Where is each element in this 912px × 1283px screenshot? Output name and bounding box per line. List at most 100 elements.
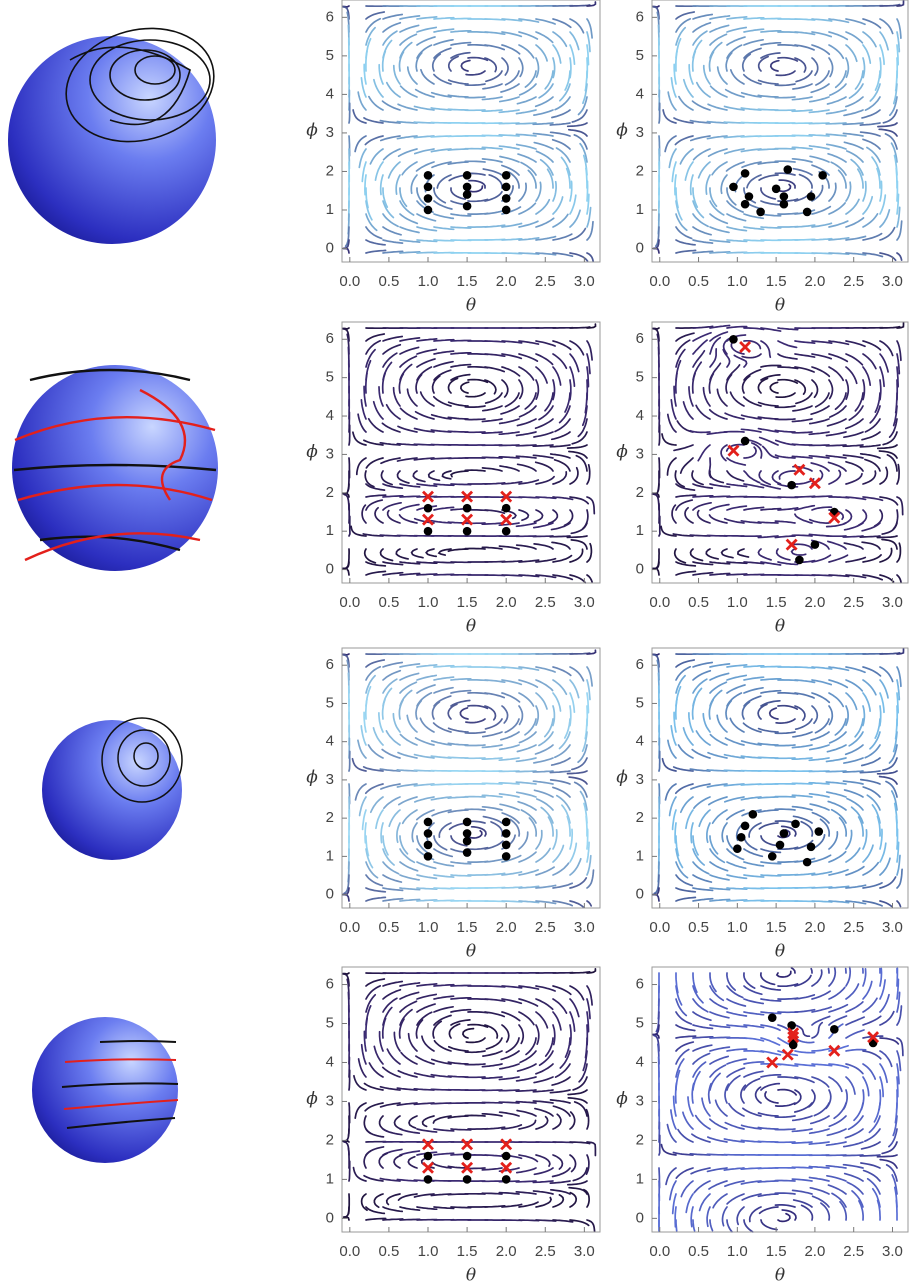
y-tick-label: 1 — [326, 201, 334, 218]
page: 0.0 0.5 1.0 1.5 2.0 2.5 3.0 0 1 2 3 4 5 6 θ ϕ 0.0 0.5 1.0 1… — [0, 0, 912, 1283]
x-tick-label: 2.5 — [843, 594, 864, 611]
point — [729, 335, 738, 344]
y-axis-label: ϕ — [306, 768, 318, 788]
chart: 0.00.51.01.52.02.53.00123456θϕ — [616, 648, 908, 962]
y-axis-label: ϕ — [306, 442, 318, 462]
figure: 0.0 0.5 1.0 1.5 2.0 2.5 3.0 0 1 2 3 4 5 6 θ ϕ 0.0 0.5 1.0 1… — [0, 0, 912, 1283]
x-tick-label: 3.0 — [882, 1243, 903, 1260]
y-tick-label: 4 — [326, 1053, 334, 1070]
point — [807, 192, 816, 201]
streamline — [465, 1115, 485, 1116]
y-tick-label: 5 — [636, 694, 644, 711]
streamline — [775, 97, 795, 98]
y-tick-label: 6 — [326, 656, 334, 673]
point — [463, 1175, 472, 1184]
x-tick-label: 2.5 — [843, 273, 864, 290]
y-tick-label: 1 — [636, 847, 644, 864]
point — [780, 829, 789, 838]
y-tick-label: 1 — [636, 201, 644, 218]
point — [463, 829, 472, 838]
x-tick-label: 2.0 — [804, 1243, 825, 1260]
x-tick-label: 1.0 — [418, 1243, 439, 1260]
x-tick-label: 0.0 — [649, 594, 670, 611]
x-tick-label: 0.5 — [688, 594, 709, 611]
x-tick-label: 1.5 — [766, 1243, 787, 1260]
x-tick-label: 0.5 — [688, 273, 709, 290]
y-tick-label: 2 — [636, 484, 644, 501]
x-tick-label: 3.0 — [574, 273, 595, 290]
point — [741, 200, 750, 209]
streamline — [587, 181, 588, 201]
y-tick-label: 5 — [326, 1014, 334, 1031]
point — [463, 818, 472, 827]
streamline — [465, 97, 485, 98]
streamline — [897, 829, 898, 849]
point — [780, 200, 789, 209]
y-tick-label: 1 — [326, 847, 334, 864]
point — [733, 844, 742, 853]
streamline — [792, 432, 812, 433]
x-tick-label: 3.0 — [574, 919, 595, 936]
chart: 0.00.51.01.52.02.53.00123456θϕ — [306, 967, 600, 1283]
x-tick-label: 2.5 — [843, 919, 864, 936]
x-axis-label: θ — [466, 296, 476, 316]
point — [502, 183, 511, 192]
y-axis-label: ϕ — [616, 768, 628, 788]
streamline — [809, 135, 829, 136]
point — [729, 183, 738, 192]
sphere-2 — [12, 365, 218, 571]
x-tick-label: 1.5 — [457, 594, 478, 611]
y-tick-label: 3 — [326, 771, 334, 788]
y-tick-label: 2 — [326, 809, 334, 826]
x-tick-label: 3.0 — [882, 594, 903, 611]
point — [502, 171, 511, 180]
point — [776, 841, 785, 850]
y-tick-label: 6 — [636, 330, 644, 347]
x-axis-label: θ — [775, 942, 785, 962]
streamline — [676, 1083, 677, 1103]
streamline — [659, 103, 660, 123]
y-axis-label: ϕ — [616, 121, 628, 141]
point — [818, 171, 827, 180]
x-tick-label: 1.0 — [418, 273, 439, 290]
x-tick-label: 0.0 — [339, 273, 360, 290]
chart: 0.00.51.01.52.02.53.00123456θϕ — [616, 967, 908, 1283]
x-tick-label: 2.5 — [535, 919, 556, 936]
x-tick-label: 2.0 — [496, 919, 517, 936]
point — [424, 527, 433, 536]
x-tick-label: 1.5 — [766, 594, 787, 611]
streamline — [465, 549, 485, 550]
point — [424, 1152, 433, 1161]
x-tick-label: 0.0 — [649, 1243, 670, 1260]
plot-background — [652, 648, 908, 908]
y-tick-label: 0 — [326, 561, 334, 578]
point — [768, 1013, 777, 1022]
x-tick-label: 0.5 — [378, 594, 399, 611]
point — [803, 208, 812, 217]
streamline — [465, 470, 485, 471]
point — [795, 556, 804, 565]
x-tick-label: 1.5 — [766, 273, 787, 290]
streamline — [349, 1070, 350, 1090]
y-tick-label: 4 — [636, 733, 644, 750]
chart: 0.00.51.01.52.02.53.00123456θϕ — [616, 322, 908, 637]
x-tick-label: 1.0 — [727, 919, 748, 936]
x-axis-label: θ — [775, 1266, 785, 1283]
streamline — [792, 535, 812, 536]
chart: 0.00.51.01.52.02.53.00123456θϕ — [306, 648, 600, 962]
streamline — [896, 1200, 897, 1220]
point — [502, 1175, 511, 1184]
streamline — [659, 425, 660, 445]
x-tick-label: 2.0 — [804, 919, 825, 936]
y-tick-label: 4 — [326, 733, 334, 750]
point — [463, 183, 472, 192]
point — [783, 165, 792, 174]
point — [502, 527, 511, 536]
x-axis-label: θ — [466, 617, 476, 637]
x-tick-label: 2.5 — [535, 1243, 556, 1260]
point — [424, 829, 433, 838]
y-tick-label: 0 — [326, 239, 334, 256]
point — [772, 184, 781, 193]
y-tick-label: 4 — [326, 407, 334, 424]
x-tick-label: 1.5 — [457, 919, 478, 936]
